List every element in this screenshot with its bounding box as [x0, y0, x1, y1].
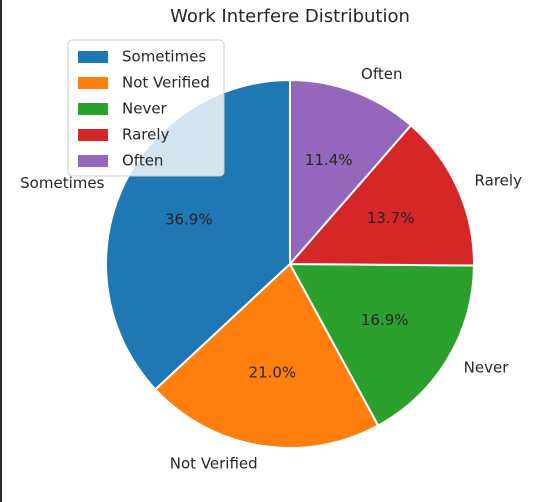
- slice-percent-never: 16.9%: [361, 311, 409, 329]
- legend-label-rarely: Rarely: [122, 126, 170, 144]
- legend-label-often: Often: [122, 152, 163, 170]
- chart-legend: Sometimes Not Verified Never Rarely Often: [67, 39, 225, 177]
- pie-slice-never: [289, 263, 475, 427]
- legend-items: Sometimes Not Verified Never Rarely Often: [78, 48, 210, 170]
- pie-slice-not-verified: [154, 263, 380, 449]
- slice-label-often: Often: [361, 65, 402, 83]
- slice-label-not-verified: Not Verified: [170, 454, 258, 472]
- legend-swatch-never: [78, 103, 108, 115]
- chart-title: Work Interfere Distribution: [170, 6, 410, 27]
- legend-label-not-verified: Not Verified: [122, 74, 210, 92]
- slice-label-sometimes: Sometimes: [20, 174, 104, 192]
- legend-label-sometimes: Sometimes: [122, 48, 206, 66]
- slice-percent-sometimes: 36.9%: [165, 210, 213, 228]
- legend-swatch-rarely: [78, 129, 108, 141]
- slice-percent-labels: 36.9% 21.0% 16.9% 13.7% 11.4%: [165, 151, 415, 381]
- legend-swatch-sometimes: [78, 51, 108, 63]
- legend-box: [67, 39, 225, 177]
- legend-label-never: Never: [122, 100, 168, 118]
- slice-label-never: Never: [464, 358, 510, 376]
- legend-swatch-often: [78, 155, 108, 167]
- window-edge: [0, 0, 2, 502]
- pie-slice-rarely: [289, 124, 475, 267]
- pie-slice-often: [289, 79, 412, 265]
- legend-swatch-not-verified: [78, 77, 108, 89]
- slice-labels: Sometimes Not Verified Never Rarely Often: [20, 65, 522, 472]
- slice-percent-not-verified: 21.0%: [249, 363, 297, 381]
- slice-label-rarely: Rarely: [475, 171, 523, 189]
- slice-percent-rarely: 13.7%: [367, 209, 415, 227]
- slice-percent-often: 11.4%: [305, 151, 353, 169]
